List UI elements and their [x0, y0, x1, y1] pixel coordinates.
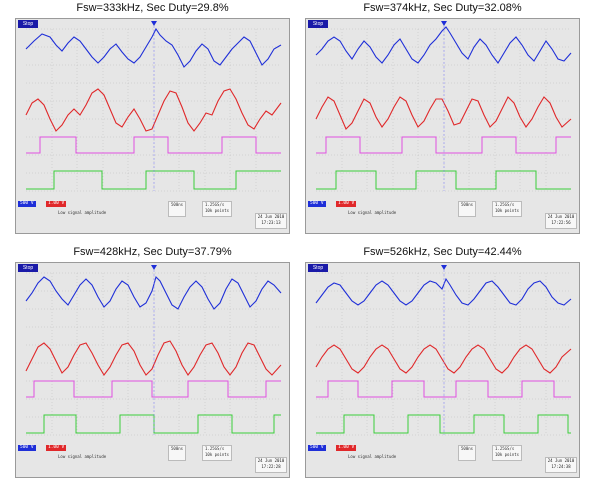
date: 24 Jun 2010: [257, 214, 285, 219]
scope-panel-3: Fsw=428kHz, Sec Duty=37.79% Stop 500 V 1…: [15, 246, 290, 478]
ch2-scale: 1.00 V: [46, 201, 67, 207]
ch1-trace: [315, 277, 572, 306]
ch2-scale: 1.00 V: [336, 201, 357, 207]
date: 24 Jun 2010: [257, 458, 285, 463]
timebase-box: 500ns: [168, 445, 187, 461]
sample-box: 1.25GS/s 10k points: [202, 445, 233, 461]
waveform-plot: [315, 21, 572, 192]
ch4-trace: [26, 414, 281, 434]
ch2-trace: [315, 96, 572, 130]
ch1-trace: [315, 26, 572, 64]
date-box: 24 Jun 2010 17:23:13: [255, 213, 287, 229]
ch3-trace: [316, 380, 571, 398]
scope-panel-1: Fsw=333kHz, Sec Duty=29.8% Stop 500 V 1.…: [15, 2, 290, 234]
waveform-plot: [25, 265, 282, 436]
timebase: 500ns: [461, 202, 474, 207]
ch2-trace: [315, 344, 572, 374]
ch1-scale: 500 V: [308, 201, 326, 207]
timebase-box: 500ns: [168, 201, 187, 217]
timebase-box: 500ns: [458, 201, 477, 217]
waveform-plot: [315, 265, 572, 436]
sample-rate: 1.25GS/s: [205, 202, 225, 207]
scope-screen: Stop 500 V 1.00 V Low signal amplitude 5…: [305, 18, 580, 234]
measurement-panel: 500 V 1.00 V Low signal amplitude 500ns …: [308, 201, 577, 231]
date: 24 Jun 2010: [547, 458, 575, 463]
ch1-scale: 500 V: [308, 445, 326, 451]
measurement-panel: 500 V 1.00 V Low signal amplitude 500ns …: [18, 201, 287, 231]
low-signal-text: Low signal amplitude: [348, 210, 397, 215]
low-signal-text: Low signal amplitude: [58, 454, 107, 459]
sample-rate: 1.25GS/s: [495, 202, 515, 207]
status-badge: Stop: [308, 264, 328, 272]
timebase: 500ns: [171, 446, 184, 451]
points: 10k points: [495, 208, 520, 213]
time: 17:22:28: [261, 464, 281, 469]
status-badge: Stop: [308, 20, 328, 28]
status-badge: Stop: [18, 20, 38, 28]
time: 17:22:56: [551, 220, 571, 225]
ch1-scale: 500 V: [18, 445, 36, 451]
ch1-trace: [25, 27, 282, 68]
ch2-scale: 1.00 V: [336, 445, 357, 451]
ch3-trace: [26, 136, 281, 154]
scope-panel-4: Fsw=526kHz, Sec Duty=42.44% Stop 500 V 1…: [305, 246, 580, 478]
sample-box: 1.25GS/s 10k points: [492, 445, 523, 461]
sample-rate: 1.25GS/s: [495, 446, 515, 451]
low-signal-text: Low signal amplitude: [58, 210, 107, 215]
measurement-panel: 500 V 1.00 V Low signal amplitude 500ns …: [18, 445, 287, 475]
ch4-trace: [316, 170, 571, 190]
panel-title: Fsw=374kHz, Sec Duty=32.08%: [363, 2, 522, 14]
sample-box: 1.25GS/s 10k points: [202, 201, 233, 217]
ch3-trace: [26, 380, 281, 398]
panel-title: Fsw=526kHz, Sec Duty=42.44%: [363, 246, 522, 258]
points: 10k points: [205, 208, 230, 213]
ch1-trace: [25, 275, 282, 310]
sample-rate: 1.25GS/s: [205, 446, 225, 451]
ch2-trace: [25, 340, 282, 376]
ch3-trace: [316, 136, 571, 154]
points: 10k points: [495, 452, 520, 457]
measurement-panel: 500 V 1.00 V Low signal amplitude 500ns …: [308, 445, 577, 475]
points: 10k points: [205, 452, 230, 457]
scope-screen: Stop 500 V 1.00 V Low signal amplitude: [15, 18, 290, 234]
sample-box: 1.25GS/s 10k points: [492, 201, 523, 217]
low-signal-text: Low signal amplitude: [348, 454, 397, 459]
time: 17:24:38: [551, 464, 571, 469]
date: 24 Jun 2010: [547, 214, 575, 219]
date-box: 24 Jun 2010 17:22:28: [255, 457, 287, 473]
scope-panel-2: Fsw=374kHz, Sec Duty=32.08% Stop 500 V 1…: [305, 2, 580, 234]
timebase: 500ns: [461, 446, 474, 451]
scope-screen: Stop 500 V 1.00 V Low signal amplitude 5…: [305, 262, 580, 478]
ch2-trace: [25, 88, 282, 132]
timebase-box: 500ns: [458, 445, 477, 461]
panel-title: Fsw=333kHz, Sec Duty=29.8%: [76, 2, 229, 14]
status-badge: Stop: [18, 264, 38, 272]
ch1-scale: 500 V: [18, 201, 36, 207]
scope-screen: Stop 500 V 1.00 V Low signal amplitude 5…: [15, 262, 290, 478]
waveform-plot: [25, 21, 282, 192]
time: 17:23:13: [261, 220, 281, 225]
ch4-trace: [26, 170, 281, 190]
date-box: 24 Jun 2010 17:24:38: [545, 457, 577, 473]
ch2-scale: 1.00 V: [46, 445, 67, 451]
panel-title: Fsw=428kHz, Sec Duty=37.79%: [73, 246, 232, 258]
date-box: 24 Jun 2010 17:22:56: [545, 213, 577, 229]
timebase: 500ns: [171, 202, 184, 207]
ch4-trace: [316, 414, 571, 434]
